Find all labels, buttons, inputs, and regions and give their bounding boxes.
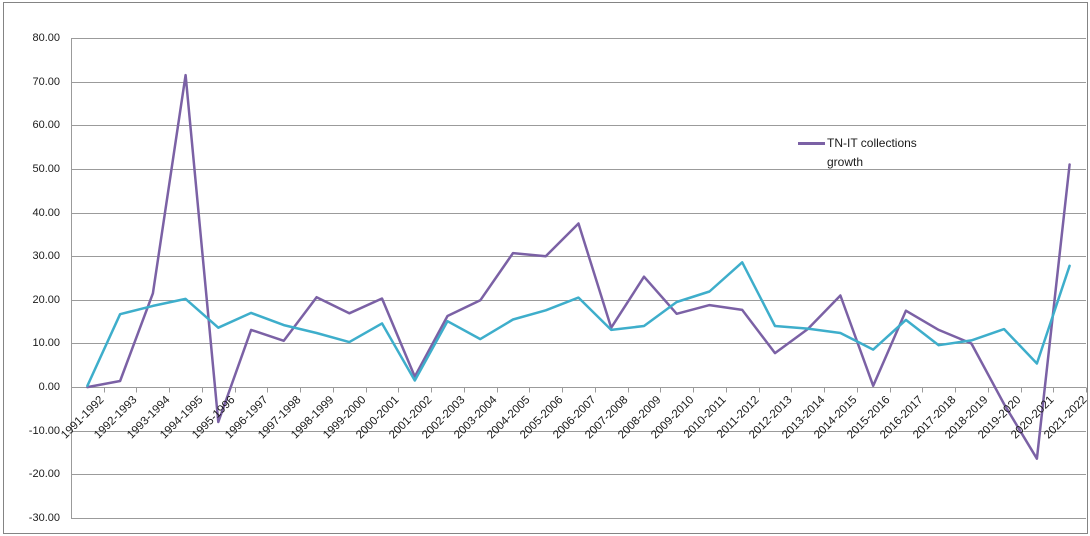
y-axis-label: 0.00 (38, 381, 60, 394)
y-axis-label: 40.00 (32, 206, 60, 219)
y-axis-label: 60.00 (32, 119, 60, 132)
y-axis-label: -30.00 (28, 512, 60, 524)
legend-line-swatch (798, 142, 825, 145)
series-line-secondary[interactable] (86, 261, 1071, 388)
y-axis-label: 80.00 (32, 32, 60, 44)
y-axis-label: 70.00 (32, 75, 60, 88)
y-axis-label: -20.00 (28, 468, 60, 481)
y-axis-label: 30.00 (32, 250, 60, 263)
legend[interactable]: TN-IT collections growth (798, 134, 917, 172)
y-axis-label: 50.00 (32, 162, 60, 175)
legend-label-line2: growth (827, 155, 864, 169)
legend-label: TN-IT collections growth (827, 134, 917, 172)
y-axis-label: -10.00 (28, 424, 60, 437)
legend-label-line1: TN-IT collections (827, 136, 917, 150)
y-axis-label: 20.00 (32, 293, 60, 306)
series-line-tn-it-collections-growth[interactable] (86, 73, 1071, 460)
y-axis-label: 10.00 (32, 337, 60, 350)
